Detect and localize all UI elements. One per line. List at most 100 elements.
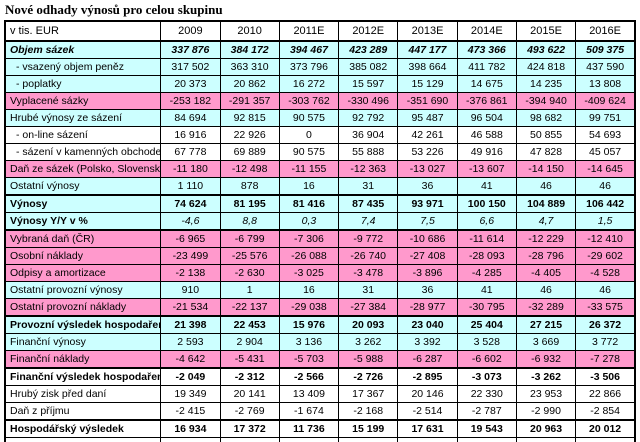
value-cell: -2 787 <box>456 402 517 421</box>
table-row: Daň ze sázek (Polsko, Slovensko) -11 180-… <box>4 160 636 178</box>
value-cell: 337 876 <box>160 40 221 59</box>
value-cell: -4 528 <box>575 264 636 282</box>
value-cell: 81 416 <box>278 194 340 213</box>
value-cell: -3 506 <box>575 367 636 386</box>
value-cell: 106 442 <box>575 194 636 213</box>
value-cell: -6 602 <box>456 350 517 369</box>
value-cell: -11 614 <box>456 229 517 248</box>
value-cell: 36 904 <box>338 126 399 144</box>
value-cell: -29 602 <box>575 247 636 265</box>
year-header: 2011E <box>278 20 340 42</box>
value-cell: 98 682 <box>515 109 577 127</box>
value-cell: -2 726 <box>338 367 399 386</box>
value-cell: 31 <box>338 281 399 299</box>
value-cell: 394 467 <box>278 40 340 59</box>
value-cell: -26 740 <box>338 247 399 265</box>
table-row: Finanční výsledek hospodaření -2 049 -2 31… <box>4 367 636 386</box>
value-cell: 16 916 <box>160 126 221 144</box>
value-cell: -3 896 <box>397 264 458 282</box>
row-label: Hospodářský výsledek <box>4 419 162 438</box>
value-cell: -394 940 <box>515 92 577 110</box>
value-cell: 15 597 <box>338 75 399 93</box>
year-header: 2014E <box>456 20 517 42</box>
year-header: 2009 <box>160 20 221 42</box>
value-cell: 16 934 <box>160 419 221 438</box>
value-cell: -28 796 <box>515 247 577 265</box>
value-cell: 69 889 <box>219 143 280 161</box>
value-cell: 317 502 <box>160 58 221 76</box>
value-cell: -2 415 <box>160 402 221 421</box>
year-header: 2015E <box>515 20 577 42</box>
value-cell: -21 534 <box>160 298 221 317</box>
value-cell: -409 624 <box>575 92 636 110</box>
value-cell: 31 <box>338 177 399 196</box>
value-cell: 373 796 <box>278 58 340 76</box>
value-cell: -3 025 <box>278 264 340 282</box>
value-cell: -33 575 <box>575 298 636 317</box>
value-cell: 50 855 <box>515 126 577 144</box>
row-label: Vyplacené sázky <box>4 92 162 110</box>
table-row: - vsazený objem peněz 317 502 363 310 373 7… <box>4 58 636 76</box>
value-cell: 47 828 <box>515 143 577 161</box>
value-cell: 46 <box>575 281 636 299</box>
value-cell: 493 622 <box>515 40 577 59</box>
value-cell: -22 137 <box>219 298 280 317</box>
value-cell: -5 703 <box>278 350 340 369</box>
value-cell: -12 363 <box>338 160 399 178</box>
value-cell: 46 <box>515 281 577 299</box>
value-cell: 96 504 <box>456 109 517 127</box>
value-cell: -26 088 <box>278 247 340 265</box>
value-cell: 41 <box>456 177 517 196</box>
value-cell: 1 110 <box>160 177 221 196</box>
value-cell: -11 180 <box>160 160 221 178</box>
value-cell: 46 588 <box>456 126 517 144</box>
value-cell: 99 751 <box>575 109 636 127</box>
value-cell: -253 182 <box>160 92 221 110</box>
value-cell: 45 057 <box>575 143 636 161</box>
value-cell: -12 498 <box>219 160 280 178</box>
table-row: Ostatní výnosy 1 110 878 16 31 36 41 46 46 <box>4 177 636 196</box>
value-cell: 14 235 <box>515 75 577 93</box>
value-cell: 15 199 <box>338 419 399 438</box>
value-cell: 90 575 <box>278 109 340 127</box>
value-cell: -6 799 <box>219 229 280 248</box>
value-cell: -2 049 <box>160 367 221 386</box>
row-label: Provozní výsledek hospodaření <box>4 315 162 334</box>
row-label: Ostatní provozní výnosy <box>4 281 162 299</box>
value-cell: -330 496 <box>338 92 399 110</box>
row-label: Výnosy <box>4 194 162 213</box>
value-cell: 3 528 <box>456 333 517 351</box>
value-cell: 16 <box>278 177 340 196</box>
value-cell: -1 674 <box>278 402 340 421</box>
value-cell: 20 963 <box>515 419 577 438</box>
row-label: Daň ze sázek (Polsko, Slovensko) <box>4 160 162 178</box>
value-cell: -13 607 <box>456 160 517 178</box>
row-label: Výnosy Y/Y v % <box>4 212 162 231</box>
row-label: Finanční výnosy <box>4 333 162 351</box>
value-cell: 17 631 <box>397 419 458 438</box>
value-cell: -10 686 <box>397 229 458 248</box>
value-cell: 3 392 <box>397 333 458 351</box>
value-cell: 104 889 <box>515 194 577 213</box>
value-cell: -7 306 <box>278 229 340 248</box>
value-cell: -9 772 <box>338 229 399 248</box>
table-row: - sázení v kamenných obchodech 67 778 69 8… <box>4 143 636 161</box>
value-cell: 473 366 <box>456 40 517 59</box>
value-cell: -30 795 <box>456 298 517 317</box>
value-cell: 411 782 <box>456 58 517 76</box>
value-cell: 74 624 <box>160 194 221 213</box>
value-cell: -6 932 <box>515 350 577 369</box>
value-cell: -12 410 <box>575 229 636 248</box>
value-cell: 92 792 <box>338 109 399 127</box>
value-cell: -28 977 <box>397 298 458 317</box>
row-label: Finanční výsledek hospodaření <box>4 367 162 386</box>
value-cell: 19 349 <box>160 385 221 403</box>
value-cell: 398 664 <box>397 58 458 76</box>
value-cell: -29 038 <box>278 298 340 317</box>
value-cell: -5 988 <box>338 350 399 369</box>
row-label: Ostatní provozní náklady <box>4 298 162 317</box>
page-title: Nové odhady výnosů pro celou skupinu <box>5 2 223 17</box>
value-cell: 100 150 <box>456 194 517 213</box>
value-cell: -2 854 <box>575 402 636 421</box>
value-cell: 7,4 <box>338 212 399 231</box>
